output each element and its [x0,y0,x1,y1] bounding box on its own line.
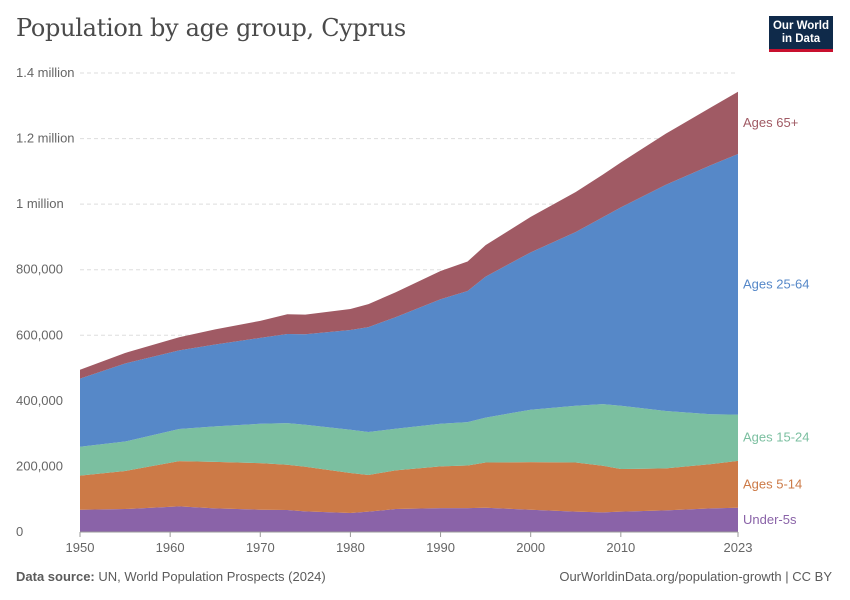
data-source-text: UN, World Population Prospects (2024) [98,569,326,584]
page-title: Population by age group, Cyprus [16,14,406,42]
footer-link[interactable]: OurWorldinData.org/population-growth | C… [559,569,832,584]
y-tick-label: 800,000 [16,262,63,277]
x-tick-label: 1950 [66,540,95,555]
area-series[interactable] [80,91,738,532]
area-ages25_64[interactable] [80,153,738,447]
series-label-under5: Under-5s [743,512,797,527]
data-source: Data source: UN, World Population Prospe… [16,569,326,584]
x-tick-label: 1990 [426,540,455,555]
y-tick-label: 600,000 [16,327,63,342]
x-tick-label: 2023 [724,540,753,555]
series-label-ages15_24: Ages 15-24 [743,430,810,445]
data-source-label: Data source: [16,569,95,584]
logo-line-2: in Data [781,33,821,45]
logo-line-1: Our World [772,20,829,32]
y-tick-label: 0 [16,524,23,539]
y-tick-label: 1.2 million [16,131,75,146]
x-tick-label: 2000 [516,540,545,555]
area-ages15_24[interactable] [80,404,738,476]
series-label-ages65: Ages 65+ [743,115,798,130]
area-ages65[interactable] [80,91,738,379]
y-tick-label: 1 million [16,196,64,211]
y-tick-label: 1.4 million [16,65,75,80]
owid-logo[interactable]: Our World in Data [769,16,833,52]
series-label-ages5_14: Ages 5-14 [743,476,802,491]
y-axis: 0 200,000 400,000 600,000 800,000 1 million 1.… [16,65,75,539]
x-tick-label: 1980 [336,540,365,555]
y-tick-label: 200,000 [16,458,63,473]
area-under5[interactable] [80,506,738,532]
series-label-ages25_64: Ages 25-64 [743,276,810,291]
series-labels: Under-5s Ages 5-14 Ages 15-24 Ages 25-64 Age… [743,115,810,527]
x-tick-label: 2010 [606,540,635,555]
x-axis: 1950 1960 1970 1980 1990 2000 2010 2023 [66,531,753,555]
area-ages5_14[interactable] [80,460,738,513]
y-tick-label: 400,000 [16,393,63,408]
x-tick-label: 1970 [246,540,275,555]
x-tick-label: 1960 [156,540,185,555]
